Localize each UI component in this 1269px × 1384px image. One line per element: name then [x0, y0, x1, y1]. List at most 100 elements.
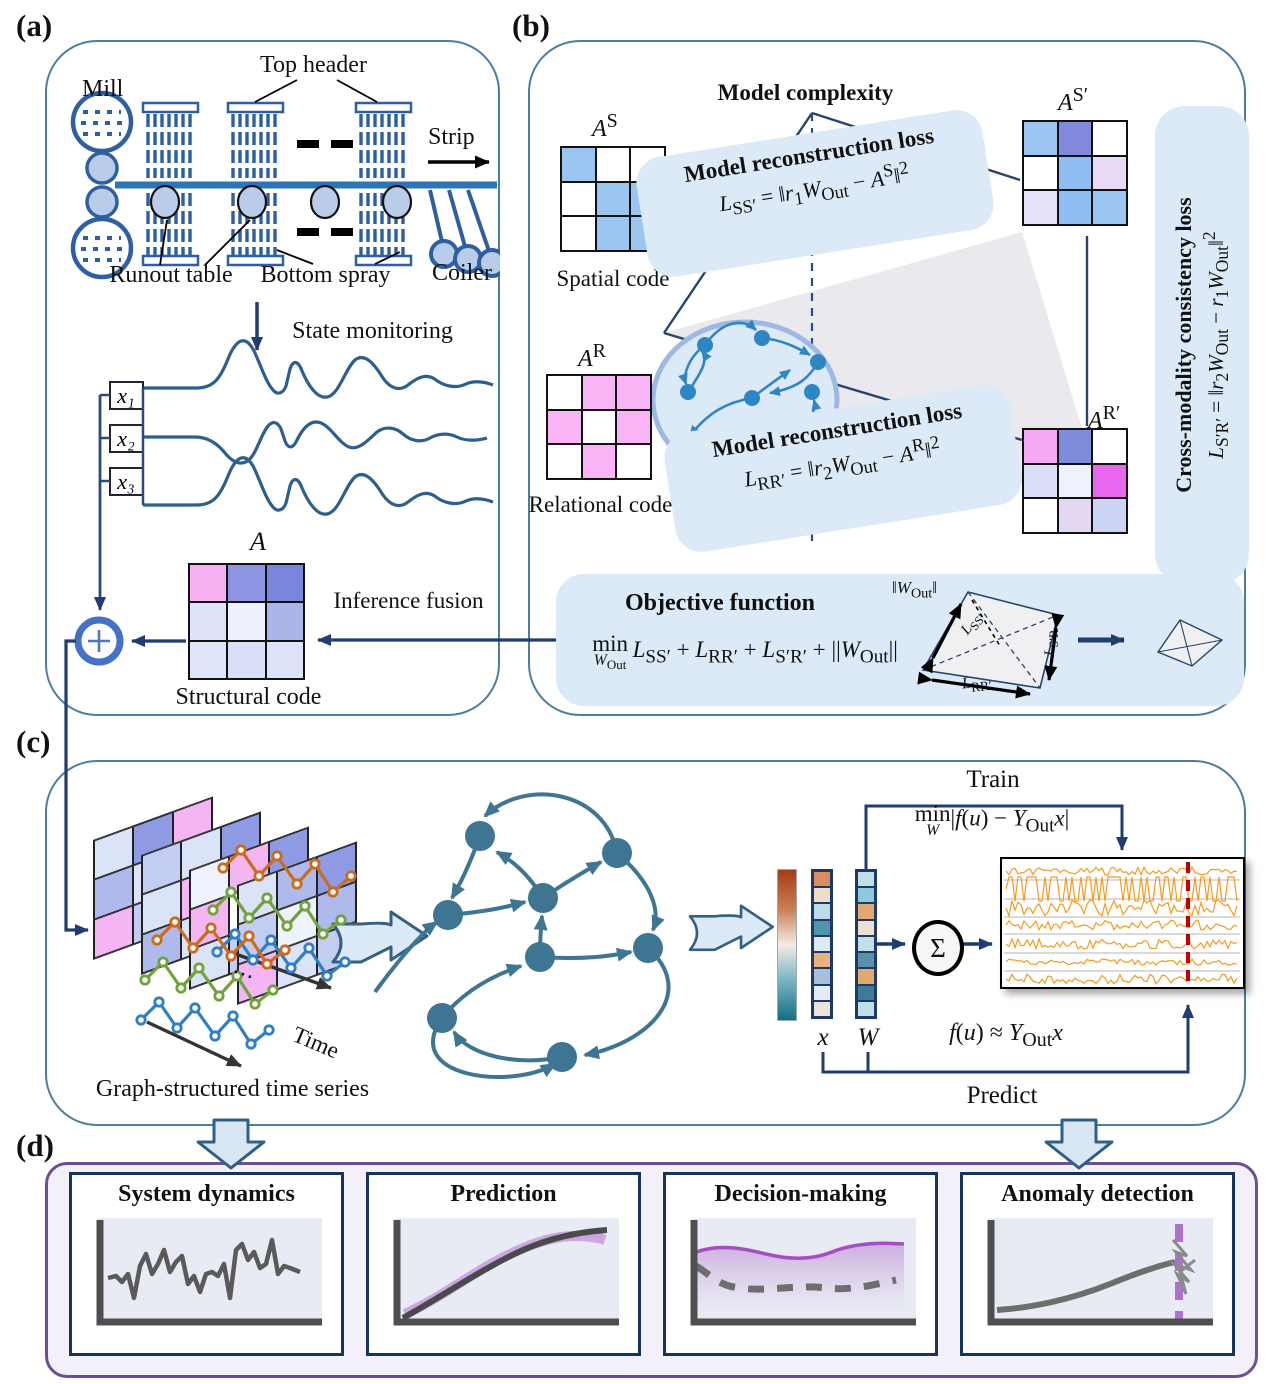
- matrix-cell: [1092, 121, 1127, 156]
- matrix-cell: [1057, 429, 1093, 464]
- card-title: Decision-making: [714, 1181, 887, 1207]
- state-monitoring-label: State monitoring: [292, 318, 453, 344]
- matrix-cell: [857, 952, 875, 969]
- card-title: Prediction: [450, 1181, 557, 1207]
- panel-a-letter: (a): [16, 8, 53, 43]
- structural-code-matrix: [188, 563, 305, 680]
- state-vector: [811, 869, 833, 1019]
- output-trace: [1005, 937, 1238, 951]
- sum-node: Σ: [912, 920, 964, 976]
- matrix-cell: [616, 409, 651, 445]
- matrix-cell: [227, 640, 266, 679]
- output-trace: [1005, 876, 1238, 902]
- panel-c-letter: (c): [16, 724, 51, 759]
- matrix-cell: [813, 903, 831, 920]
- matrix-cell: [561, 181, 596, 217]
- relational-code-matrix: [546, 374, 652, 480]
- matrix-cell: [595, 181, 631, 217]
- matrix-cell: [581, 375, 617, 410]
- reconstructed-spatial-matrix: [1022, 120, 1128, 226]
- card-title: System dynamics: [118, 1181, 295, 1207]
- matrix-cell: [1023, 429, 1058, 464]
- prediction-fit-curve: [401, 1227, 607, 1321]
- output-traces: [1004, 862, 1240, 985]
- objective-formula: min WOut LSS′ + LRR′ + LS′R′ + ||WOut||: [592, 631, 898, 672]
- matrix-cell: [813, 968, 831, 985]
- dynamics-signal: [106, 1237, 301, 1301]
- top-header-label: Top header: [260, 52, 367, 78]
- strip-label: Strip: [428, 124, 475, 150]
- weight-colorbar: [777, 869, 797, 1021]
- matrix-cell: [595, 216, 631, 251]
- output-trace: [1005, 958, 1238, 966]
- matrix-cell: [581, 444, 617, 479]
- inference-fusion-label: Inference fusion: [333, 588, 484, 613]
- panel-b-letter: (b): [512, 8, 550, 43]
- cross-modality-formula: LS′R′ = ‖r2WOut − r1WOut‖2: [1198, 231, 1233, 459]
- matrix-cell: [1023, 155, 1058, 191]
- matrix-cell: [265, 602, 304, 641]
- system-dynamics-plot: [96, 1218, 322, 1326]
- matrix-cell: [1023, 498, 1058, 533]
- matrix-cell: [813, 919, 831, 936]
- matrix-cell: [857, 887, 875, 904]
- matrix-a-label: A: [250, 527, 266, 556]
- matrix-cell: [1092, 155, 1127, 191]
- cross-modality-title: Cross-modality consistency loss: [1170, 197, 1196, 493]
- anomaly-signal: [996, 1259, 1176, 1313]
- matrix-cell: [857, 919, 875, 936]
- relational-code-label: Relational code: [528, 492, 673, 517]
- matrix-cell: [857, 903, 875, 920]
- matrix-cell: [813, 871, 831, 888]
- matrix-cell: [1023, 121, 1058, 156]
- output-trace: [1005, 898, 1238, 918]
- reconstructed-relational-matrix: [1022, 428, 1128, 534]
- matrix-cell: [616, 375, 651, 410]
- matrix-cell: [547, 409, 582, 445]
- predict-label: Predict: [966, 1082, 1038, 1109]
- axes: [690, 1220, 916, 1326]
- sigma-icon: Σ: [930, 932, 946, 963]
- structural-code-label: Structural code: [175, 684, 322, 710]
- matrix-cell: [813, 952, 831, 969]
- graph-ts-label: Graph-structured time series: [95, 1076, 370, 1102]
- matrix-cell: [1057, 498, 1093, 533]
- matrix-cell: [813, 935, 831, 953]
- matrix-cell: [857, 935, 875, 953]
- matrix-cell: [1057, 121, 1093, 156]
- spatial-code-label: Spatial code: [556, 266, 670, 291]
- matrix-cell: [265, 564, 304, 603]
- matrix-cell: [1057, 190, 1093, 225]
- axes: [393, 1220, 619, 1326]
- train-formula: min W |f(u) − YOutx|: [914, 801, 1070, 839]
- matrix-cell: [857, 871, 875, 888]
- matrix-cell: [857, 1000, 875, 1017]
- output-trace: [1005, 919, 1238, 932]
- decision-plot: [690, 1218, 916, 1326]
- matrix-cell: [581, 409, 617, 445]
- matrix-cell: [813, 1000, 831, 1017]
- matrix-cell: [189, 640, 228, 679]
- matrix-cell: [1092, 429, 1127, 464]
- panel-d-letter: (d): [16, 1128, 54, 1163]
- trace-separators: [1004, 879, 1240, 972]
- matrix-cell: [616, 444, 651, 479]
- matrix-cell: [1092, 463, 1127, 499]
- matrix-cell: [1092, 498, 1127, 533]
- matrix-cell: [547, 375, 582, 410]
- weight-vector-label: W: [857, 1024, 879, 1051]
- mill-label: Mill: [82, 76, 124, 102]
- matrix-cell: [595, 147, 631, 182]
- matrix-cell: [189, 564, 228, 603]
- weight-vector: [855, 869, 877, 1019]
- c-to-d-arrows: [196, 1118, 1114, 1170]
- card-title: Anomaly detection: [1001, 1181, 1194, 1207]
- matrix-cell: [265, 640, 304, 679]
- matrix-cell: [1057, 463, 1093, 499]
- prediction-plot: [393, 1218, 619, 1326]
- model-complexity-label: Model complexity: [717, 80, 894, 105]
- tetra-lrr-label: LRR′: [960, 674, 993, 695]
- coiler-label: Coiler: [432, 260, 492, 286]
- matrix-asp-label: AS′: [1058, 84, 1089, 116]
- matrix-cell: [547, 444, 582, 479]
